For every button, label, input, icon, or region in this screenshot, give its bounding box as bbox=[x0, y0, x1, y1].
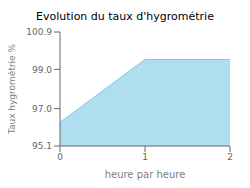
svg-text:1: 1 bbox=[142, 152, 148, 162]
svg-text:97.0: 97.0 bbox=[32, 104, 52, 114]
svg-text:100.9: 100.9 bbox=[26, 27, 52, 37]
svg-text:0: 0 bbox=[57, 152, 63, 162]
svg-text:99.0: 99.0 bbox=[32, 65, 52, 75]
svg-text:heure par heure: heure par heure bbox=[105, 169, 186, 180]
svg-text:2: 2 bbox=[227, 152, 233, 162]
svg-text:95.1: 95.1 bbox=[32, 141, 52, 151]
svg-text:Taux hygrométrie %: Taux hygrométrie % bbox=[8, 43, 17, 135]
html-text:Evolution du taux d'hygrométri: Evolution du taux d'hygrométrie bbox=[36, 10, 214, 23]
